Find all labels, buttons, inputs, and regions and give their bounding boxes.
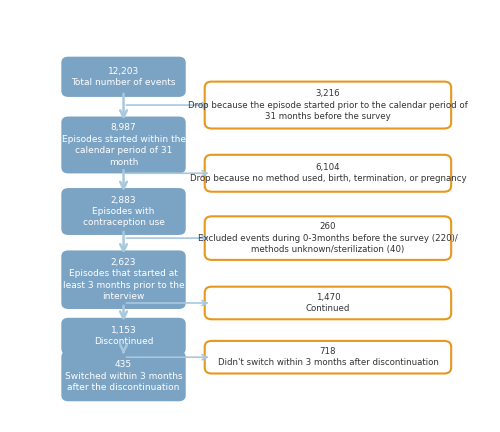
FancyBboxPatch shape (62, 351, 186, 401)
Text: 6,104
Drop because no method used, birth, termination, or pregnancy: 6,104 Drop because no method used, birth… (190, 163, 466, 184)
FancyBboxPatch shape (204, 341, 451, 374)
Text: 2,883
Episodes with
contraception use: 2,883 Episodes with contraception use (82, 196, 164, 228)
Text: 435
Switched within 3 months
after the discontinuation: 435 Switched within 3 months after the d… (64, 360, 182, 392)
FancyBboxPatch shape (62, 117, 186, 173)
Text: 3,216
Drop because the episode started prior to the calendar period of
31 months: 3,216 Drop because the episode started p… (188, 89, 468, 121)
FancyBboxPatch shape (62, 318, 186, 355)
FancyBboxPatch shape (204, 216, 451, 260)
Text: 8,987
Episodes started within the
calendar period of 31
month: 8,987 Episodes started within the calend… (62, 123, 186, 167)
FancyBboxPatch shape (62, 57, 186, 97)
Text: 718
Didn't switch within 3 months after discontinuation: 718 Didn't switch within 3 months after … (218, 347, 438, 368)
Text: 2,623
Episodes that started at
least 3 months prior to the
interview: 2,623 Episodes that started at least 3 m… (62, 258, 184, 302)
Text: 1,470
Continued: 1,470 Continued (306, 293, 350, 313)
FancyBboxPatch shape (62, 188, 186, 235)
FancyBboxPatch shape (204, 82, 451, 128)
Text: 12,203
Total number of events: 12,203 Total number of events (72, 67, 176, 87)
FancyBboxPatch shape (204, 287, 451, 319)
Text: 260
Excluded events during 0-3months before the survey (220)/
methods unknown/st: 260 Excluded events during 0-3months bef… (198, 222, 458, 254)
FancyBboxPatch shape (204, 155, 451, 192)
FancyBboxPatch shape (62, 251, 186, 309)
Text: 1,153
Discontinued: 1,153 Discontinued (94, 326, 154, 346)
